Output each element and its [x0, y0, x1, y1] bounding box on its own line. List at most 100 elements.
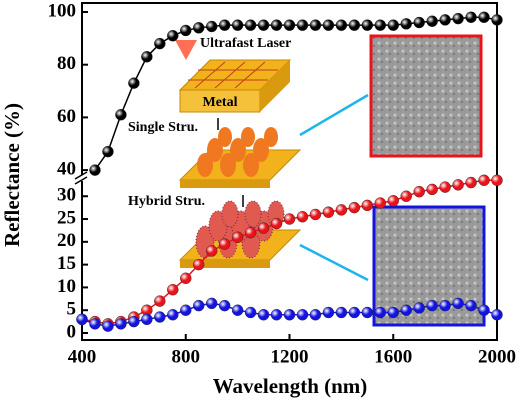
data-point	[335, 306, 348, 319]
data-point	[452, 12, 464, 25]
annotation: Ultrafast Laser	[200, 36, 291, 51]
axis-break	[74, 171, 88, 180]
data-point	[465, 176, 477, 189]
data-point	[491, 309, 503, 321]
data-point	[193, 22, 205, 34]
data-point	[231, 19, 244, 31]
data-point	[167, 309, 179, 321]
data-point	[309, 19, 322, 31]
data-point	[452, 297, 464, 310]
y-axis-title: Reflectance (%)	[0, 103, 24, 247]
x-axis-title: Wavelength (nm)	[213, 374, 368, 398]
data-point	[205, 20, 218, 33]
data-point	[426, 183, 438, 196]
x-tick-label: 1200	[271, 346, 309, 367]
data-point	[218, 19, 231, 31]
x-tick-label: 800	[172, 346, 201, 367]
data-point	[296, 19, 309, 31]
data-point	[102, 145, 114, 158]
data-point	[180, 272, 192, 284]
y-tick-label: 40	[57, 158, 76, 179]
data-point	[115, 109, 127, 121]
y-tick-label: 30	[57, 185, 76, 206]
data-point	[374, 197, 386, 209]
data-point	[335, 19, 348, 31]
data-point	[387, 195, 399, 207]
data-point	[76, 313, 88, 326]
data-point	[154, 37, 166, 50]
data-point	[141, 51, 153, 63]
data-point	[348, 201, 361, 214]
data-point	[283, 213, 296, 225]
data-point	[478, 304, 490, 316]
y-tick-label: 15	[57, 253, 76, 274]
data-point	[400, 190, 412, 202]
data-point	[348, 19, 361, 31]
data-point	[439, 299, 451, 312]
annotation: Hybrid Stru.	[128, 194, 205, 209]
data-point	[244, 306, 257, 319]
data-point	[115, 318, 127, 330]
data-point	[128, 315, 140, 328]
data-point	[387, 306, 399, 319]
data-point	[465, 299, 477, 312]
data-point	[205, 297, 218, 310]
x-tick-label: 2000	[478, 346, 516, 367]
data-point	[413, 302, 425, 314]
data-point	[89, 164, 101, 176]
data-point	[180, 304, 192, 316]
data-point	[257, 309, 270, 321]
y-tick-label: 20	[57, 230, 76, 251]
data-point	[89, 318, 101, 330]
data-point	[322, 19, 335, 31]
data-point	[491, 14, 503, 26]
data-point	[218, 238, 231, 250]
data-point	[154, 295, 166, 307]
y-tick-label: 0	[67, 321, 77, 342]
data-point	[296, 309, 309, 321]
data-point	[335, 204, 348, 216]
data-point	[283, 309, 296, 321]
data-point	[413, 185, 425, 198]
x-tick-label: 1600	[374, 346, 412, 367]
data-point	[244, 227, 257, 239]
data-point	[193, 299, 205, 312]
axis-break	[74, 176, 88, 185]
data-point	[193, 258, 205, 271]
data-point	[270, 217, 283, 230]
data-point	[102, 320, 114, 332]
data-point	[231, 231, 244, 243]
data-point	[361, 19, 374, 31]
data-point	[465, 11, 477, 23]
data-point	[257, 222, 270, 234]
data-point	[426, 299, 438, 312]
data-point	[387, 19, 399, 31]
data-point	[244, 19, 257, 31]
data-point	[439, 14, 451, 26]
y-tick-label: 100	[48, 0, 77, 21]
data-point	[231, 304, 244, 316]
data-point	[374, 19, 386, 31]
data-point	[413, 16, 425, 29]
data-point	[478, 11, 490, 23]
data-point	[257, 19, 270, 31]
data-point	[141, 313, 153, 326]
data-point	[128, 77, 140, 89]
data-point	[309, 309, 322, 321]
data-point	[452, 179, 464, 191]
data-point	[218, 299, 231, 312]
data-point	[400, 304, 412, 316]
y-tick-label: 60	[57, 106, 76, 127]
y-tick-label: 10	[57, 276, 76, 297]
data-point	[361, 199, 374, 212]
x-tick-label: 400	[68, 346, 97, 367]
data-point	[167, 283, 179, 296]
data-point	[154, 311, 166, 323]
data-point	[322, 306, 335, 319]
data-point	[180, 24, 192, 37]
data-point	[491, 174, 503, 186]
data-point	[478, 174, 490, 186]
data-point	[205, 245, 218, 257]
